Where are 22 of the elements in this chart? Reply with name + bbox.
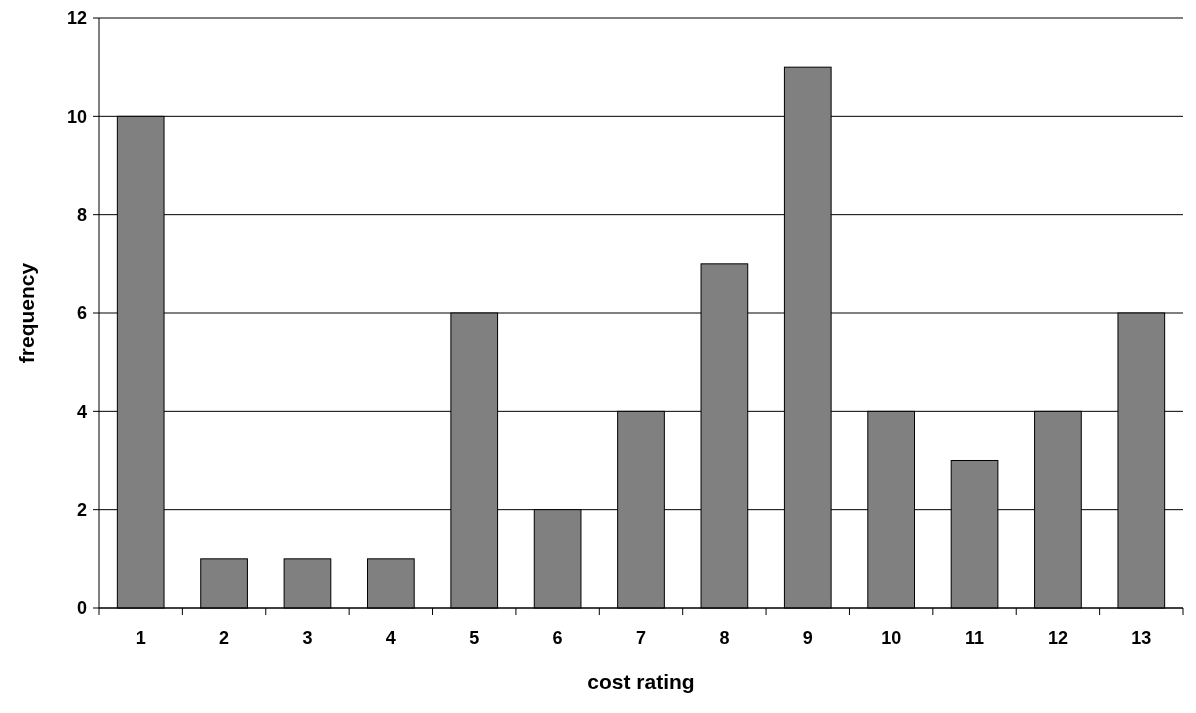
- x-tick-label: 10: [881, 628, 902, 648]
- y-axis-title: frequency: [15, 262, 38, 364]
- x-tick-label: 9: [802, 628, 813, 648]
- y-tick-label: 8: [76, 204, 87, 225]
- x-tick-label: 1: [135, 628, 146, 648]
- x-tick-label: 11: [965, 628, 985, 648]
- x-tick-label: 7: [635, 628, 647, 648]
- y-tick-label: 6: [76, 303, 87, 324]
- y-tick-label: 10: [66, 106, 87, 127]
- y-tick-label: 4: [76, 401, 87, 422]
- x-axis-title: cost rating: [587, 670, 695, 693]
- x-tick-label: 5: [469, 628, 480, 648]
- y-tick-label: 2: [76, 499, 87, 520]
- x-tick-label: 8: [719, 628, 730, 648]
- x-tick-label: 4: [385, 628, 396, 648]
- y-tick-label: 12: [66, 8, 87, 29]
- x-tick-label: 3: [302, 628, 313, 648]
- x-tick-label: 13: [1131, 628, 1152, 648]
- x-tick-label: 6: [552, 628, 563, 648]
- x-tick-label: 12: [1047, 628, 1068, 648]
- y-tick-label: 0: [76, 598, 87, 619]
- x-tick-label: 2: [219, 628, 230, 648]
